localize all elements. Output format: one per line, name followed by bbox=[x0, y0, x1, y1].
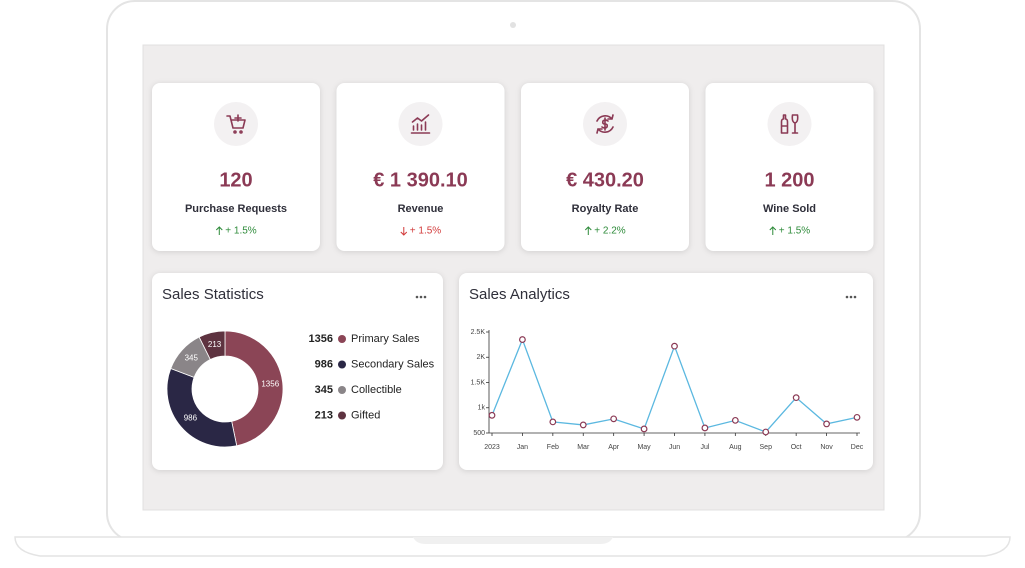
kpi-card bbox=[521, 83, 689, 251]
kpi-value: € 1 390.10 bbox=[373, 169, 468, 191]
kpi-label: Purchase Requests bbox=[185, 203, 287, 215]
y-tick-label: 2.5K bbox=[471, 329, 486, 336]
x-tick-label: Jun bbox=[669, 444, 680, 451]
legend-value: 1356 bbox=[309, 333, 333, 345]
x-tick-label: May bbox=[637, 444, 651, 451]
sales-analytics-card bbox=[459, 273, 873, 470]
kpi-card bbox=[336, 83, 505, 251]
legend-label: Gifted bbox=[351, 409, 380, 421]
data-point bbox=[519, 336, 526, 343]
donut-slice bbox=[166, 367, 238, 448]
data-point bbox=[701, 424, 709, 432]
trend-arrow bbox=[584, 226, 592, 235]
kpi-label: Wine Sold bbox=[763, 203, 816, 215]
legend-swatch bbox=[338, 386, 346, 394]
kpi-icon bbox=[596, 114, 614, 134]
data-point bbox=[792, 394, 800, 402]
kpi-cards: 120 Purchase Requests + 1.5% € 1 390.10 Reve… bbox=[152, 83, 874, 251]
x-tick-label: Oct bbox=[791, 444, 802, 451]
data-point bbox=[671, 342, 678, 350]
legend-value: 213 bbox=[315, 409, 333, 421]
x-tick-label: Mar bbox=[577, 444, 590, 451]
x-tick-label: 2023 bbox=[484, 444, 500, 451]
x-tick-label: Apr bbox=[608, 444, 620, 451]
kpi-icon bbox=[226, 114, 246, 134]
icon-badge bbox=[398, 102, 443, 146]
kpi-value: 1 200 bbox=[764, 169, 814, 191]
legend-swatch bbox=[338, 360, 346, 369]
slice-label: 986 bbox=[184, 414, 198, 423]
laptop-notch bbox=[413, 537, 613, 544]
card-title: Sales Analytics bbox=[469, 286, 570, 303]
data-point bbox=[640, 425, 648, 433]
data-point bbox=[610, 415, 618, 423]
kpi-value: € 430.20 bbox=[566, 169, 644, 191]
menu-button[interactable] bbox=[415, 295, 427, 299]
camera bbox=[510, 22, 516, 28]
x-tick-label: Jan bbox=[517, 444, 528, 451]
legend-label: Secondary Sales bbox=[351, 358, 435, 370]
kpi-change: + 1.5% bbox=[410, 226, 442, 237]
data-point bbox=[823, 420, 830, 428]
kpi-value: 120 bbox=[219, 169, 252, 191]
kpi-card bbox=[705, 83, 874, 251]
menu-button[interactable] bbox=[845, 295, 857, 299]
x-tick-label: Jul bbox=[700, 444, 709, 451]
sales-statistics-card bbox=[152, 273, 443, 470]
legend-label: Collectible bbox=[351, 384, 402, 396]
trend-arrow bbox=[400, 227, 408, 236]
kpi-icon bbox=[780, 114, 799, 134]
x-tick-label: Sep bbox=[760, 444, 773, 451]
y-tick-label: 1.5K bbox=[471, 379, 486, 386]
legend-label: Primary Sales bbox=[351, 333, 420, 345]
kpi-card bbox=[152, 83, 320, 251]
data-point bbox=[762, 428, 770, 436]
card-title: Sales Statistics bbox=[162, 286, 264, 303]
trend-arrow bbox=[215, 226, 223, 235]
data-point bbox=[549, 418, 557, 426]
data-point bbox=[488, 411, 496, 419]
x-tick-label: Dec bbox=[851, 444, 864, 451]
donut-slice bbox=[224, 330, 284, 447]
trend-arrow bbox=[769, 226, 777, 235]
slice-label: 1356 bbox=[261, 379, 279, 388]
icon-badge bbox=[767, 102, 812, 146]
kpi-icon bbox=[410, 114, 431, 134]
icon-badge bbox=[214, 102, 258, 146]
kpi-label: Revenue bbox=[398, 203, 444, 215]
donut-slice bbox=[198, 330, 226, 360]
x-tick-label: Aug bbox=[729, 444, 742, 451]
y-tick-label: 2K bbox=[476, 354, 485, 361]
laptop-base bbox=[14, 536, 1011, 557]
kpi-change: + 2.2% bbox=[594, 226, 626, 237]
kpi-change: + 1.5% bbox=[779, 226, 811, 237]
slice-label: 345 bbox=[185, 354, 199, 363]
data-point bbox=[853, 413, 861, 421]
legend-swatch bbox=[338, 335, 346, 343]
x-tick-label: Nov bbox=[820, 444, 833, 451]
data-point bbox=[579, 421, 587, 429]
kpi-change: + 1.5% bbox=[225, 226, 257, 237]
y-tick-label: 1k bbox=[478, 405, 486, 412]
x-tick-label: Feb bbox=[547, 444, 559, 451]
legend-swatch bbox=[338, 411, 346, 420]
slice-label: 213 bbox=[208, 340, 222, 349]
kpi-label: Royalty Rate bbox=[572, 203, 639, 215]
data-point bbox=[731, 416, 739, 424]
legend-value: 345 bbox=[315, 384, 333, 396]
legend-value: 986 bbox=[315, 358, 333, 370]
y-tick-label: 500 bbox=[473, 430, 485, 437]
